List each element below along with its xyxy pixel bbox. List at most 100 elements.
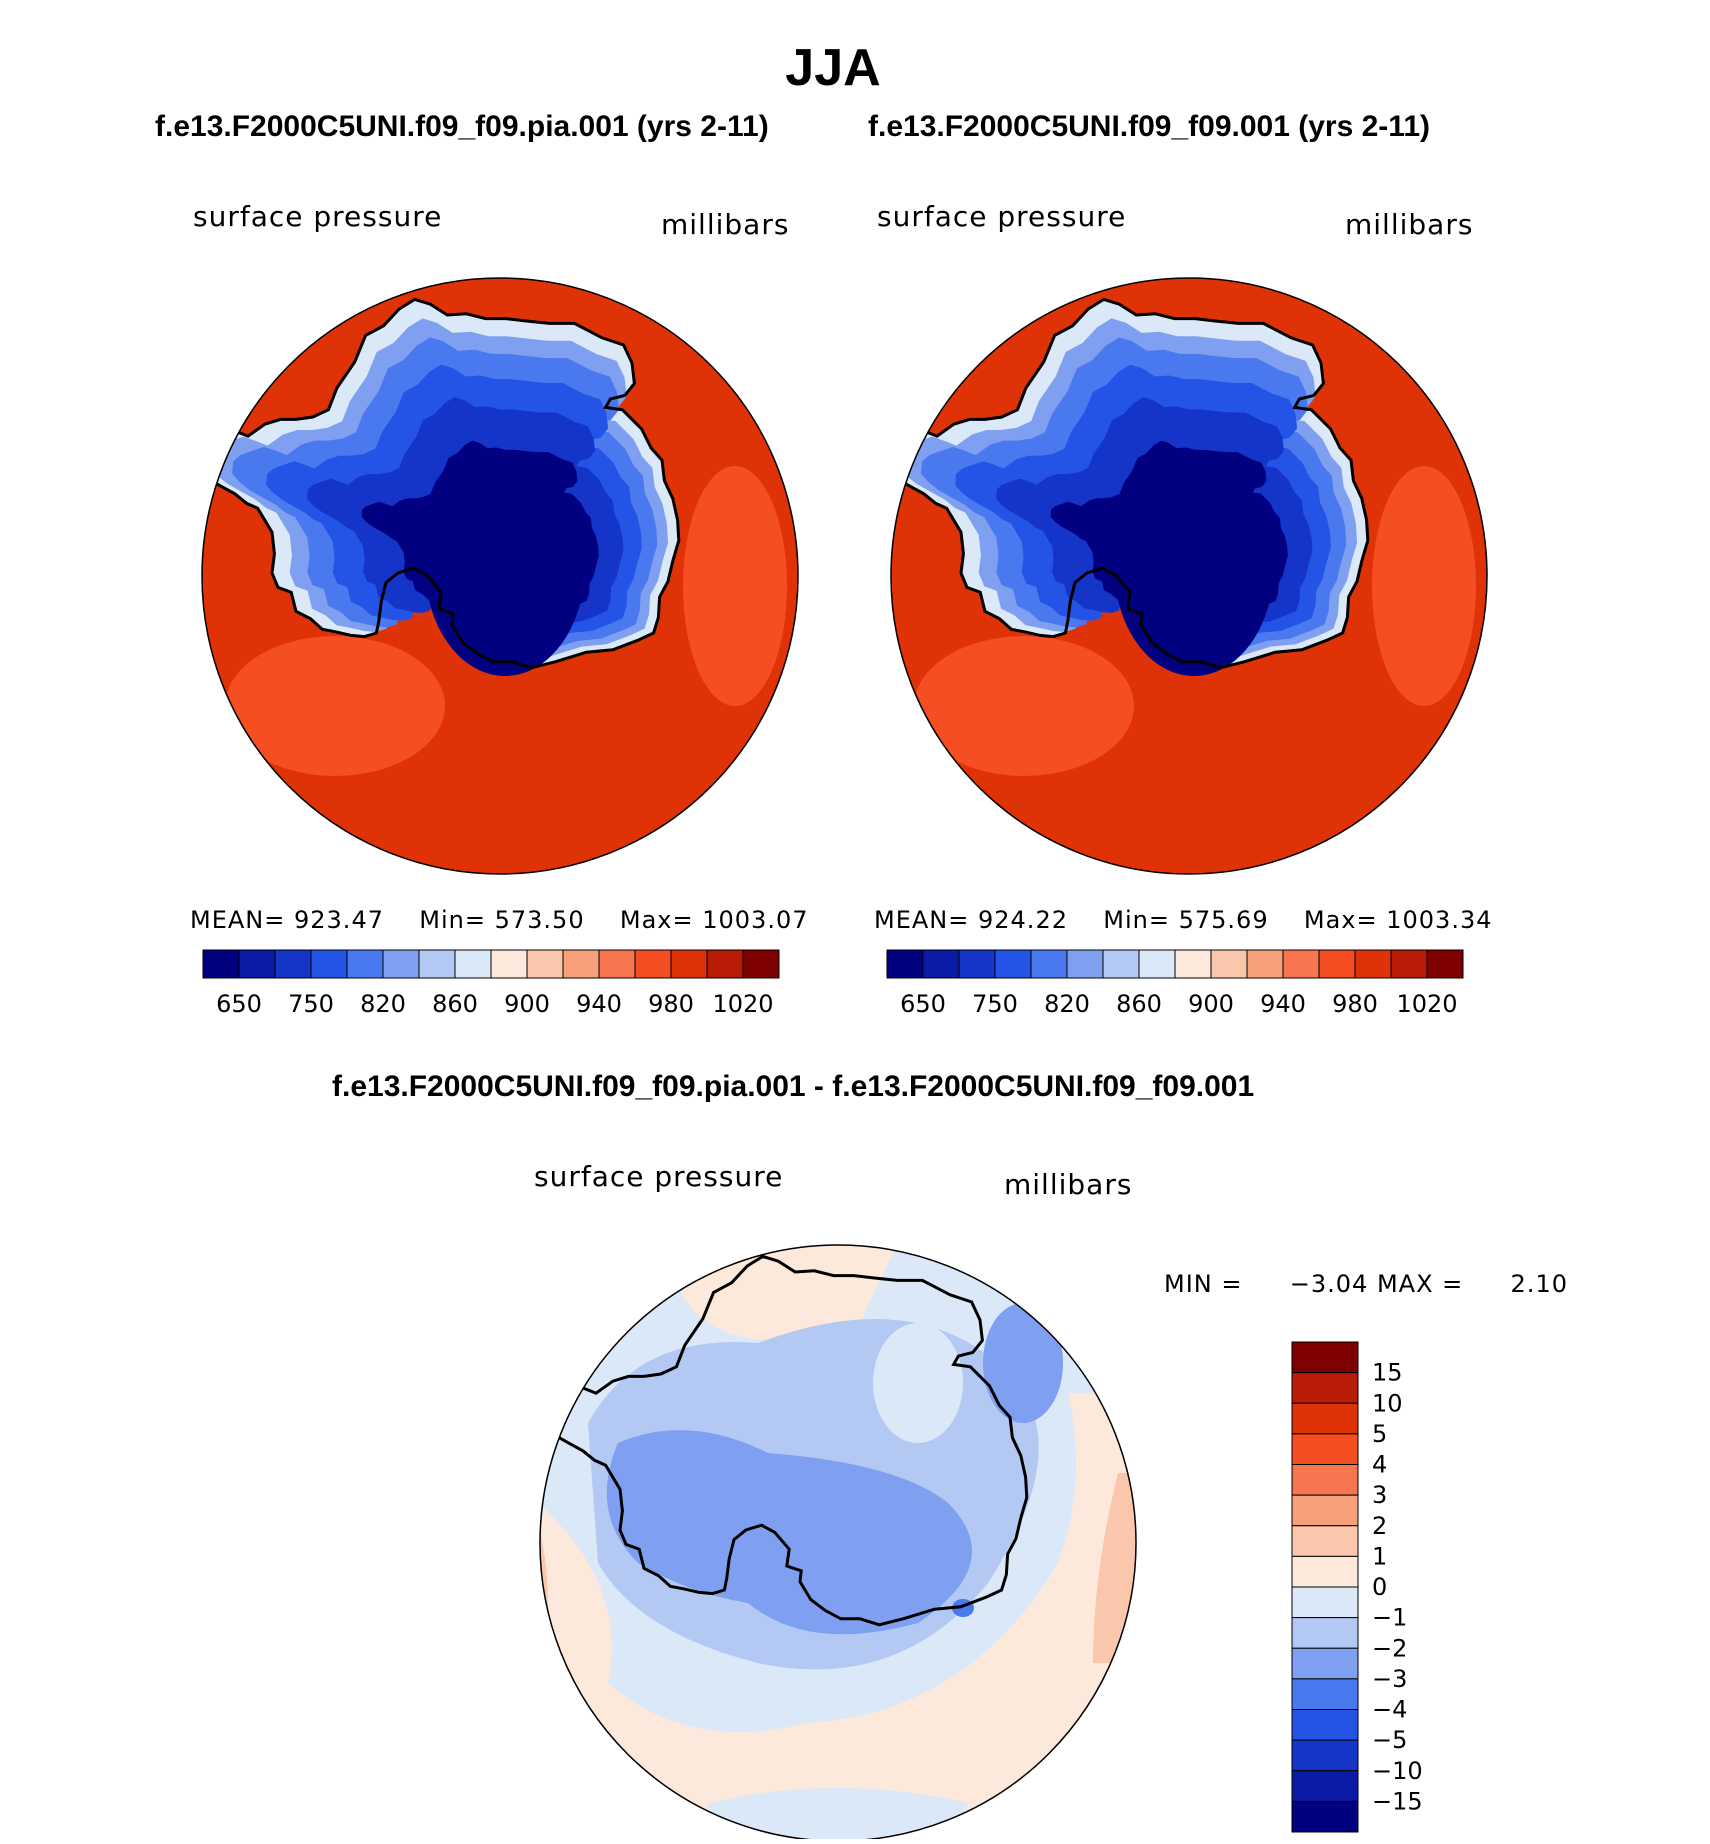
colorbar-1-swatch-6 xyxy=(418,949,456,979)
colorbar-2-tick-label: 650 xyxy=(900,990,946,1018)
colorbar-3-swatch-1 xyxy=(1291,1372,1359,1404)
colorbar-3-swatch-2 xyxy=(1291,1402,1359,1435)
colorbar-1-swatch-15 xyxy=(742,949,780,979)
colorbar-3-tick-label: 10 xyxy=(1372,1389,1403,1417)
colorbar-2-tick-label: 940 xyxy=(1260,990,1306,1018)
colorbar-2-swatch-6 xyxy=(1102,949,1140,979)
colorbar-2-swatch-5 xyxy=(1066,949,1104,979)
colorbar-1-swatch-4 xyxy=(346,949,384,979)
map-1-plateau xyxy=(425,456,585,676)
colorbar-1-swatch-8 xyxy=(490,949,528,979)
colorbar-3-tick-label: 5 xyxy=(1372,1420,1387,1448)
map-3-neutral-south xyxy=(708,1788,968,1841)
colorbar-2-swatch-9 xyxy=(1210,949,1248,979)
colorbar-3-tick-label: 2 xyxy=(1372,1512,1387,1540)
colorbar-1-tick-label: 860 xyxy=(432,990,478,1018)
colorbar-3-tick-label: −4 xyxy=(1372,1696,1407,1724)
map-1-border xyxy=(201,277,799,875)
colorbar-3-swatch-5 xyxy=(1291,1494,1359,1527)
map-2-low-1 xyxy=(914,636,1134,776)
colorbar-2-tick-label: 980 xyxy=(1332,990,1378,1018)
colorbar-3-swatch-9 xyxy=(1291,1617,1359,1649)
map-3-field xyxy=(540,1245,1136,1841)
colorbar-3-swatch-3 xyxy=(1291,1433,1359,1465)
colorbar-1-swatch-1 xyxy=(238,949,276,979)
colorbar-3-swatch-13 xyxy=(1291,1739,1359,1772)
map-2-field xyxy=(891,278,1487,874)
colorbar-1-swatch-7 xyxy=(454,949,492,979)
map-3-neg2 xyxy=(606,1430,972,1635)
colorbar-1-swatch-2 xyxy=(274,949,312,979)
map-3-pos-rim xyxy=(540,1393,1136,1841)
colorbar-1-tick-label: 1020 xyxy=(712,990,773,1018)
colorbar-1-tick-label: 980 xyxy=(648,990,694,1018)
colorbar-1-swatch-13 xyxy=(670,949,708,979)
colorbar-2-swatch-15 xyxy=(1426,949,1464,979)
colorbar-3-tick-label: −1 xyxy=(1372,1604,1407,1632)
colorbar-1-swatch-3 xyxy=(310,949,348,979)
colorbar-1: 650 750 820 860 900 940 980 1020 xyxy=(202,949,780,1018)
colorbar-2-swatch-13 xyxy=(1354,949,1392,979)
map-2-low-2 xyxy=(1372,466,1476,706)
colorbar-3-swatch-12 xyxy=(1291,1709,1359,1741)
colorbar-1-swatch-0 xyxy=(202,949,240,979)
colorbar-3-swatch-10 xyxy=(1291,1647,1359,1680)
colorbar-2-swatch-1 xyxy=(922,949,960,979)
colorbar-1-swatch-12 xyxy=(634,949,672,979)
colorbar-3-tick-label: 4 xyxy=(1372,1451,1387,1479)
colorbar-3-swatch-14 xyxy=(1291,1770,1359,1802)
colorbar-3-tick-label: 3 xyxy=(1372,1481,1387,1509)
colorbar-2-swatch-12 xyxy=(1318,949,1356,979)
colorbar-2-swatch-3 xyxy=(994,949,1032,979)
colorbar-2-swatch-11 xyxy=(1282,949,1320,979)
colorbar-2-swatch-0 xyxy=(886,949,924,979)
colorbar-1-swatch-10 xyxy=(562,949,600,979)
colorbar-2-tick-label: 750 xyxy=(972,990,1018,1018)
colorbar-3-swatch-8 xyxy=(1291,1586,1359,1619)
colorbar-2-tick-label: 860 xyxy=(1116,990,1162,1018)
colorbar-2-swatch-8 xyxy=(1174,949,1212,979)
map-1-low-1 xyxy=(225,636,445,776)
colorbar-3-tick-label: −3 xyxy=(1372,1665,1407,1693)
colorbar-3-swatch-4 xyxy=(1291,1464,1359,1496)
colorbar-1-tick-label: 750 xyxy=(288,990,334,1018)
colorbar-3-tick-label: 1 xyxy=(1372,1542,1387,1570)
colorbar-2-swatch-2 xyxy=(958,949,996,979)
colorbar-2-swatch-14 xyxy=(1390,949,1428,979)
colorbar-1-tick-label: 940 xyxy=(576,990,622,1018)
colorbar-1-tick-label: 900 xyxy=(504,990,550,1018)
colorbar-2-tick-label: 1020 xyxy=(1396,990,1457,1018)
colorbar-1-tick-label: 650 xyxy=(216,990,262,1018)
colorbar-3-tick-label: −10 xyxy=(1372,1757,1423,1785)
colorbar-3-swatch-11 xyxy=(1291,1678,1359,1710)
map-3-neutral-plateau xyxy=(873,1323,963,1443)
colorbar-2-swatch-7 xyxy=(1138,949,1176,979)
colorbar-2-swatch-10 xyxy=(1246,949,1284,979)
map-1-low-2 xyxy=(683,466,787,706)
colorbar-3-swatch-15 xyxy=(1291,1800,1359,1833)
colorbar-2-tick-label: 900 xyxy=(1188,990,1234,1018)
colorbar-3-tick-label: −2 xyxy=(1372,1634,1407,1662)
colorbar-1-swatch-5 xyxy=(382,949,420,979)
colorbar-3-tick-label: −5 xyxy=(1372,1726,1407,1754)
colorbar-1-swatch-11 xyxy=(598,949,636,979)
colorbar-2-tick-label: 820 xyxy=(1044,990,1090,1018)
colorbar-3-swatch-6 xyxy=(1291,1525,1359,1557)
colorbar-3-tick-label: 0 xyxy=(1372,1573,1387,1601)
colorbar-1-swatch-9 xyxy=(526,949,564,979)
colorbar-3-swatch-0 xyxy=(1291,1341,1359,1374)
map-2-border xyxy=(890,277,1488,875)
map-3-neg2-east xyxy=(983,1303,1063,1423)
colorbar-1-swatch-14 xyxy=(706,949,744,979)
map-2-plateau xyxy=(1114,456,1274,676)
colorbar-3-swatch-7 xyxy=(1291,1555,1359,1588)
colorbar-1-tick-label: 820 xyxy=(360,990,406,1018)
colorbar-2-swatch-4 xyxy=(1030,949,1068,979)
colorbar-3-tick-label: 15 xyxy=(1372,1359,1403,1387)
colorbar-3-tick-label: −15 xyxy=(1372,1787,1423,1815)
colorbar-2: 650 750 820 860 900 940 980 1020 xyxy=(886,949,1464,1018)
map-1-field xyxy=(202,278,798,874)
